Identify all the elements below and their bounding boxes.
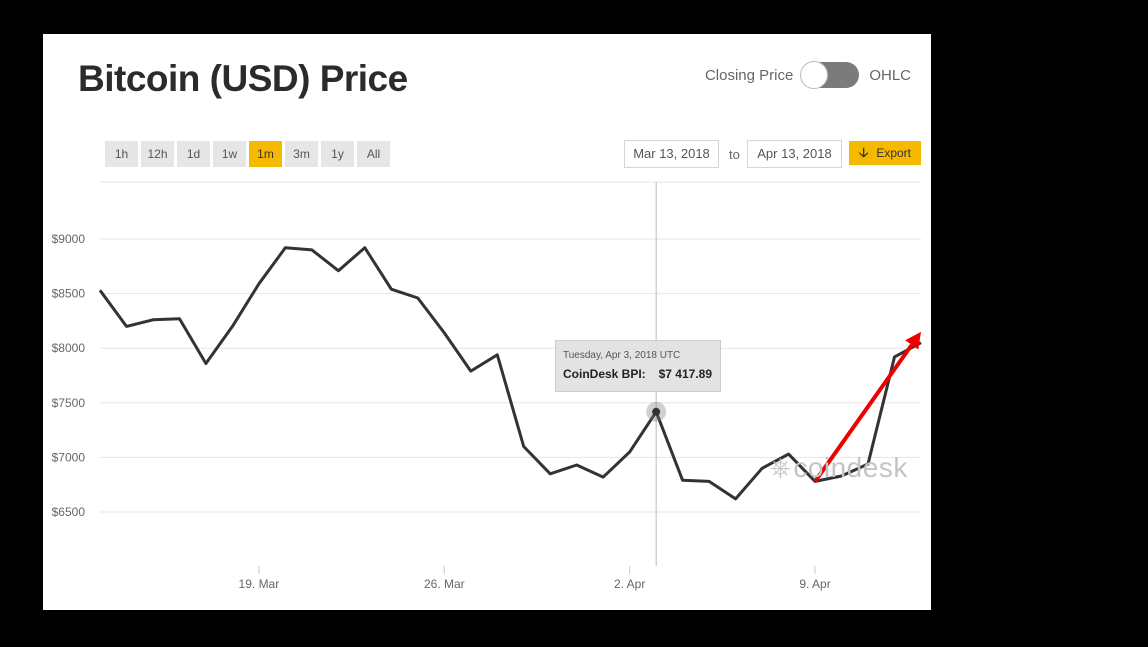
range-button-1h[interactable]: 1h — [105, 141, 138, 167]
export-label: Export — [876, 146, 912, 160]
x-tick-label: 19. Mar — [239, 577, 280, 591]
price-chart[interactable]: $6500 $7000 $7500 $8000 $8500 $9000 19. Mar 26.… — [43, 34, 931, 610]
tooltip-value-row: CoinDesk BPI: $7 417.89 — [563, 367, 712, 381]
y-tick-label: $8000 — [52, 341, 86, 355]
annotation-arrow-shaft — [813, 343, 914, 483]
y-tick-label: $7000 — [52, 450, 86, 464]
range-button-all[interactable]: All — [357, 141, 390, 167]
tooltip-value: $7 417.89 — [658, 367, 712, 381]
annotation-arrow-head — [905, 331, 921, 350]
range-button-1d[interactable]: 1d — [177, 141, 210, 167]
range-button-1m[interactable]: 1m — [249, 141, 282, 167]
y-tick-label: $7500 — [52, 396, 86, 410]
page-title: Bitcoin (USD) Price — [78, 58, 408, 99]
y-tick-label: $6500 — [52, 505, 86, 519]
date-from-input[interactable]: Mar 13, 2018 — [624, 140, 719, 168]
x-tick-label: 26. Mar — [424, 577, 465, 591]
range-button-1w[interactable]: 1w — [213, 141, 246, 167]
date-range-to-label: to — [729, 147, 740, 162]
toggle-label-closing-price[interactable]: Closing Price — [704, 66, 794, 84]
coindesk-logo-icon: ⎈ — [770, 452, 792, 482]
range-button-3m[interactable]: 3m — [285, 141, 318, 167]
x-tick-label: 9. Apr — [799, 577, 830, 591]
coindesk-watermark: ⎈ coindesk — [770, 452, 908, 484]
watermark-text: coindesk — [793, 452, 908, 483]
range-button-1y[interactable]: 1y — [321, 141, 354, 167]
price-tooltip: Tuesday, Apr 3, 2018 UTC CoinDesk BPI: $… — [555, 340, 721, 392]
tooltip-date: Tuesday, Apr 3, 2018 UTC — [563, 350, 681, 361]
price-line — [98, 246, 922, 501]
closing-ohlc-toggle-group: Closing Price OHLC — [704, 61, 911, 89]
download-arrow-icon: 🡣 — [858, 145, 869, 160]
export-button[interactable]: 🡣 Export — [849, 141, 921, 165]
date-to-input[interactable]: Apr 13, 2018 — [747, 140, 842, 168]
closing-ohlc-toggle[interactable] — [800, 61, 860, 89]
tooltip-label: CoinDesk BPI: — [563, 367, 646, 381]
y-tick-label: $8500 — [52, 287, 86, 301]
toggle-knob[interactable] — [800, 61, 829, 89]
highlight-point — [652, 407, 661, 416]
y-tick-label: $9000 — [52, 232, 86, 246]
time-range-buttons: 1h 12h 1d 1w 1m 3m 1y All — [105, 141, 390, 167]
x-tick-label: 2. Apr — [614, 577, 645, 591]
range-button-12h[interactable]: 12h — [141, 141, 174, 167]
chart-panel: Bitcoin (USD) Price Closing Price OHLC 1… — [43, 34, 931, 610]
toggle-label-ohlc[interactable]: OHLC — [869, 66, 911, 84]
